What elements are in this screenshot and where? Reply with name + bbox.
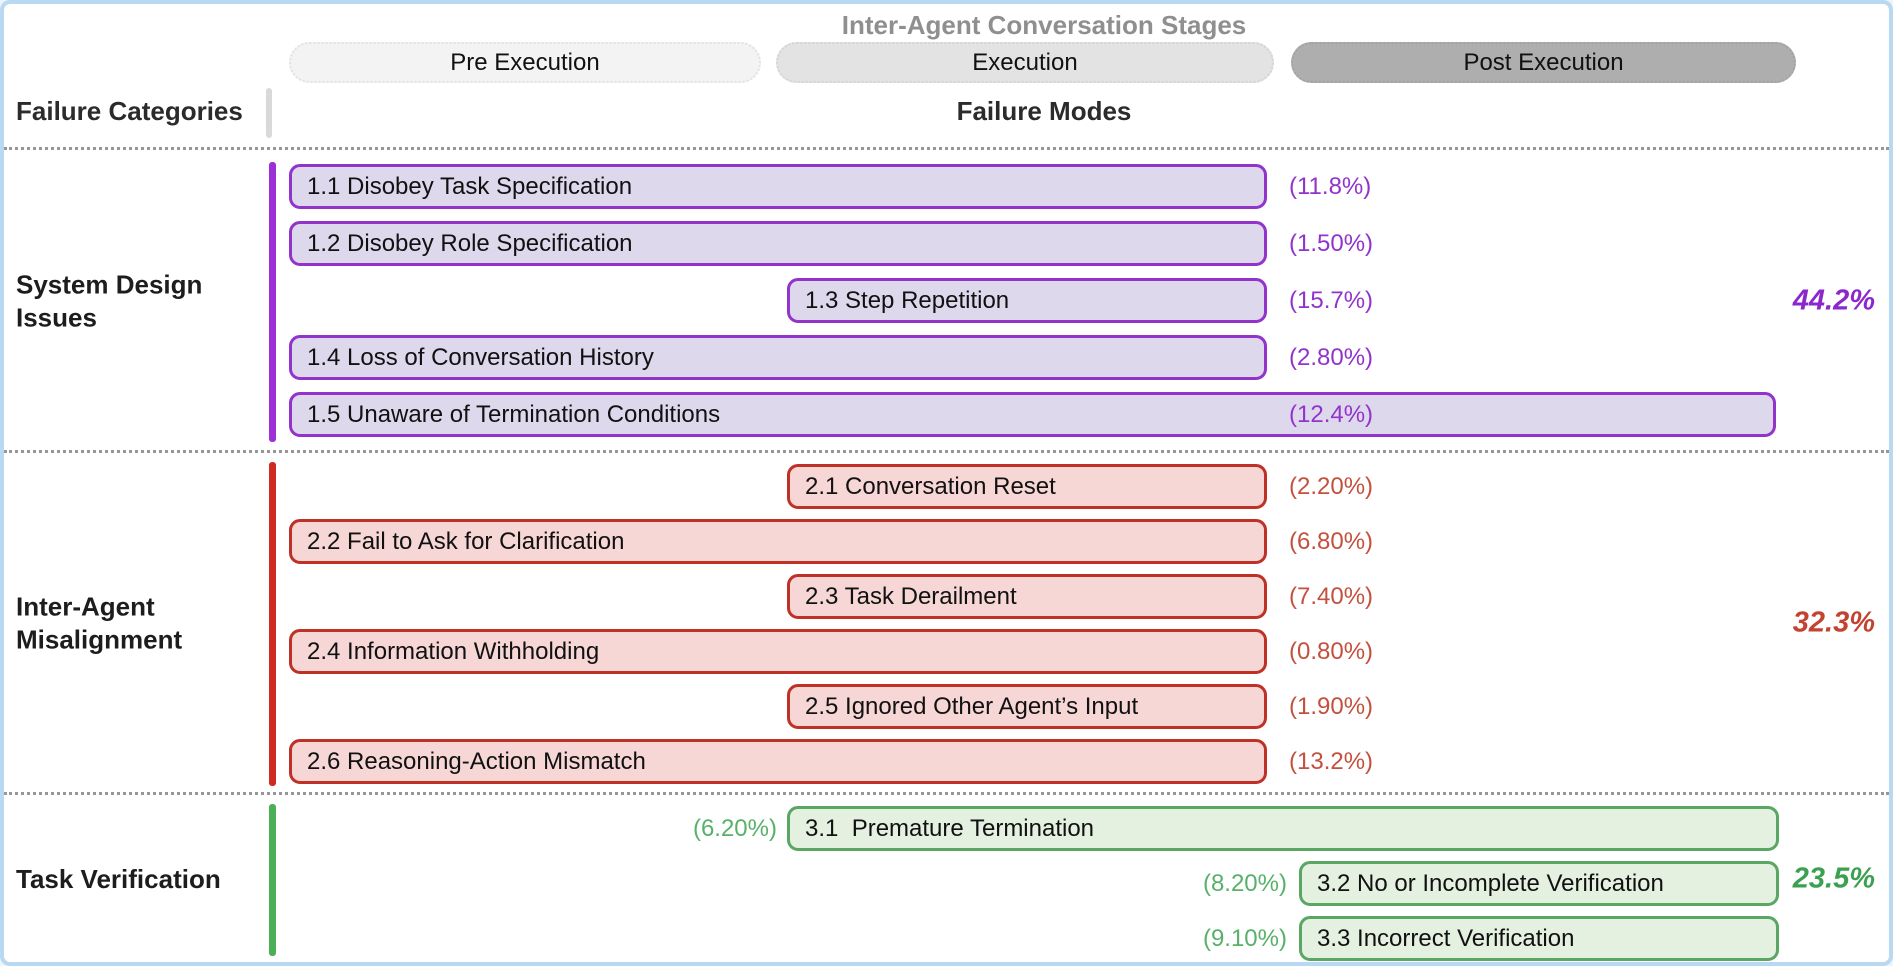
- failure-mode-bar: 1.1 Disobey Task Specification: [289, 164, 1267, 209]
- failure-mode-label: 2.3 Task Derailment: [805, 582, 1017, 610]
- failure-mode-bar: 2.3 Task Derailment: [787, 574, 1267, 619]
- category-accent-bar: [269, 804, 276, 956]
- section-separator: [4, 450, 1889, 453]
- failure-mode-bar: 3.3 Incorrect Verification: [1299, 916, 1779, 961]
- failure-mode-rows: 3.1 Premature Termination (6.20%) 3.2 No…: [289, 806, 1883, 961]
- failure-mode-row: 1.3 Step Repetition (15.7%): [289, 278, 1883, 323]
- failure-mode-bar: 2.1 Conversation Reset: [787, 464, 1267, 509]
- failure-mode-label: 3.2 No or Incomplete Verification: [1317, 869, 1664, 897]
- stage-pill-execution: Execution: [776, 42, 1274, 83]
- failure-mode-row: 2.3 Task Derailment (7.40%): [289, 574, 1883, 619]
- category-label: System Design Issues: [16, 269, 203, 333]
- failure-mode-row: 1.5 Unaware of Termination Conditions (1…: [289, 392, 1883, 437]
- failure-mode-row: 2.5 Ignored Other Agent’s Input (1.90%): [289, 684, 1883, 729]
- failure-mode-row: 3.2 No or Incomplete Verification (8.20%…: [289, 861, 1883, 906]
- failure-mode-row: 2.4 Information Withholding (0.80%): [289, 629, 1883, 674]
- failure-mode-bar: 2.6 Reasoning-Action Mismatch: [289, 739, 1267, 784]
- failure-mode-label: 2.5 Ignored Other Agent’s Input: [805, 692, 1139, 720]
- figure-title: Inter-Agent Conversation Stages: [841, 10, 1247, 40]
- stage-pill-pre-execution: Pre Execution: [289, 42, 761, 83]
- stage-pill-label: Post Execution: [1463, 48, 1624, 76]
- failure-mode-row: 2.1 Conversation Reset (2.20%): [289, 464, 1883, 509]
- category-label: Task Verification: [16, 863, 221, 894]
- stage-pill-post-execution: Post Execution: [1291, 42, 1796, 83]
- stage-pill-label: Pre Execution: [450, 48, 600, 76]
- failure-mode-percentage: (12.4%): [1289, 401, 1374, 428]
- category-accent-bar: [269, 462, 276, 786]
- category-section-inter-agent-misalignment: Inter-Agent Misalignment 2.1 Conversatio…: [4, 456, 1889, 790]
- failure-mode-label: 2.2 Fail to Ask for Clarification: [307, 527, 625, 555]
- failure-mode-bar: 2.4 Information Withholding: [289, 629, 1267, 674]
- failure-mode-bar: 2.2 Fail to Ask for Clarification: [289, 519, 1267, 564]
- category-section-task-verification: Task Verification 3.1 Premature Terminat…: [4, 798, 1889, 961]
- failure-mode-percentage: (2.20%): [1289, 473, 1374, 500]
- failure-mode-percentage: (1.90%): [1289, 693, 1374, 720]
- failure-mode-percentage: (0.80%): [1289, 638, 1374, 665]
- category-accent-bar: [269, 162, 276, 442]
- failure-mode-bar: 1.5 Unaware of Termination Conditions: [289, 392, 1776, 437]
- failure-mode-bar: 2.5 Ignored Other Agent’s Input: [787, 684, 1267, 729]
- category-total: 23.5%: [1792, 862, 1875, 895]
- failure-mode-row: 3.3 Incorrect Verification (9.10%): [289, 916, 1883, 961]
- category-label: Inter-Agent Misalignment: [16, 591, 183, 655]
- failure-mode-bar: 1.3 Step Repetition: [787, 278, 1267, 323]
- category-total: 44.2%: [1792, 284, 1875, 317]
- failure-mode-label: 3.3 Incorrect Verification: [1317, 924, 1575, 952]
- section-separator: [4, 147, 1889, 150]
- failure-mode-percentage: (13.2%): [1289, 748, 1374, 775]
- failure-mode-row: 1.4 Loss of Conversation History (2.80%): [289, 335, 1883, 380]
- failure-modes-header: Failure Modes: [956, 96, 1132, 126]
- failure-mode-label: 1.3 Step Repetition: [805, 286, 1010, 314]
- failure-mode-label: 1.1 Disobey Task Specification: [307, 172, 633, 200]
- failure-mode-label: 2.1 Conversation Reset: [805, 472, 1056, 500]
- failure-mode-bar: 1.4 Loss of Conversation History: [289, 335, 1267, 380]
- failure-mode-label: 2.6 Reasoning-Action Mismatch: [307, 747, 646, 775]
- failure-mode-rows: 2.1 Conversation Reset (2.20%) 2.2 Fail …: [289, 464, 1883, 784]
- failure-mode-percentage: (2.80%): [1289, 344, 1374, 371]
- failure-mode-label: 3.1 Premature Termination: [805, 814, 1095, 842]
- failure-categories-header: Failure Categories: [16, 96, 243, 126]
- failure-mode-row: 3.1 Premature Termination (6.20%): [289, 806, 1883, 851]
- failure-mode-row: 2.2 Fail to Ask for Clarification (6.80%…: [289, 519, 1883, 564]
- header-divider: [266, 88, 272, 138]
- failure-mode-percentage: (15.7%): [1289, 287, 1374, 314]
- failure-mode-percentage: (9.10%): [1202, 925, 1287, 952]
- stage-pill-label: Execution: [972, 48, 1078, 76]
- failure-mode-bar: 1.2 Disobey Role Specification: [289, 221, 1267, 266]
- failure-mode-label: 2.4 Information Withholding: [307, 637, 600, 665]
- failure-mode-row: 2.6 Reasoning-Action Mismatch (13.2%): [289, 739, 1883, 784]
- section-separator: [4, 792, 1889, 795]
- failure-mode-percentage: (6.80%): [1289, 528, 1374, 555]
- category-total: 32.3%: [1792, 606, 1875, 639]
- failure-mode-percentage: (11.8%): [1289, 173, 1372, 200]
- failure-mode-percentage: (7.40%): [1289, 583, 1374, 610]
- failure-mode-row: 1.2 Disobey Role Specification (1.50%): [289, 221, 1883, 266]
- failure-mode-percentage: (1.50%): [1289, 230, 1374, 257]
- failure-mode-rows: 1.1 Disobey Task Specification (11.8%) 1…: [289, 164, 1883, 437]
- failure-mode-label: 1.2 Disobey Role Specification: [307, 229, 633, 257]
- failure-mode-bar: 3.1 Premature Termination: [787, 806, 1779, 851]
- category-section-system-design-issues: System Design Issues 1.1 Disobey Task Sp…: [4, 156, 1889, 446]
- failure-mode-percentage: (6.20%): [692, 815, 777, 842]
- failure-mode-bar: 3.2 No or Incomplete Verification: [1299, 861, 1779, 906]
- failure-mode-label: 1.5 Unaware of Termination Conditions: [307, 400, 721, 428]
- failure-mode-percentage: (8.20%): [1202, 870, 1287, 897]
- failure-mode-row: 1.1 Disobey Task Specification (11.8%): [289, 164, 1883, 209]
- failure-mode-label: 1.4 Loss of Conversation History: [307, 343, 654, 371]
